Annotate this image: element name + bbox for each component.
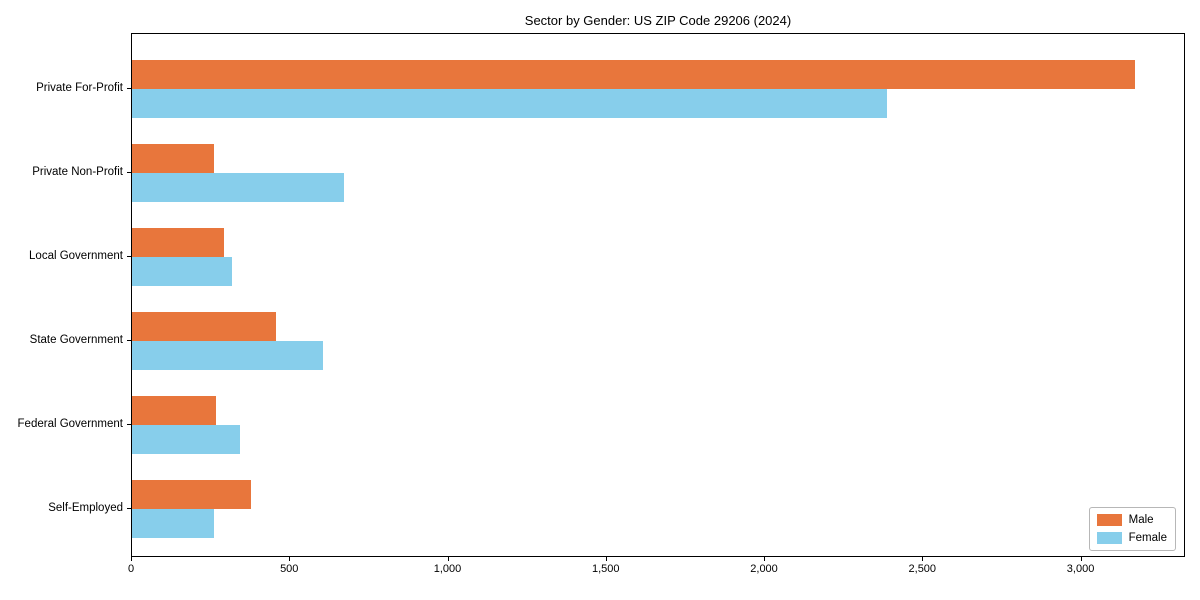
y-tick-label: Federal Government	[17, 418, 123, 430]
bar-male-5	[132, 480, 251, 509]
plot-area: Male Female	[131, 33, 1185, 557]
x-tick-label: 3,000	[1066, 563, 1095, 575]
bar-male-2	[132, 228, 224, 257]
y-tick-label: Self-Employed	[48, 502, 123, 514]
legend: Male Female	[1088, 507, 1176, 551]
x-tick-mark	[922, 557, 924, 561]
y-tick-mark	[127, 256, 131, 257]
legend-label-female: Female	[1128, 532, 1167, 544]
bar-female-1	[132, 173, 344, 202]
x-tick-label: 1,500	[592, 563, 620, 575]
y-tick-mark	[127, 508, 131, 509]
x-tick-mark	[605, 557, 607, 561]
bar-male-0	[132, 60, 1135, 89]
y-tick-mark	[127, 424, 131, 425]
y-tick-mark	[127, 340, 131, 341]
x-tick-label: 2,500	[908, 563, 937, 575]
bar-male-4	[132, 396, 216, 425]
x-tick-label: 1,000	[433, 563, 462, 575]
y-tick-label: State Government	[29, 334, 123, 346]
bar-male-3	[132, 312, 276, 341]
bar-female-5	[132, 509, 214, 538]
x-tick-mark	[289, 557, 291, 561]
x-tick-label: 500	[280, 563, 299, 575]
bar-female-4	[132, 425, 240, 454]
female-swatch	[1096, 532, 1122, 544]
bar-male-1	[132, 144, 214, 173]
y-tick-mark	[127, 88, 131, 89]
chart-title: Sector by Gender: US ZIP Code 29206 (202…	[524, 13, 792, 28]
male-swatch	[1096, 514, 1122, 526]
x-tick-label: 2,000	[750, 563, 778, 575]
x-tick-mark	[447, 557, 449, 561]
legend-item-female: Female	[1096, 532, 1167, 544]
x-tick-mark	[1080, 557, 1082, 561]
bar-female-2	[132, 257, 232, 286]
legend-label-male: Male	[1128, 514, 1154, 526]
y-tick-label: Private For-Profit	[36, 82, 123, 94]
y-tick-label: Private Non-Profit	[32, 166, 123, 178]
x-tick-mark	[764, 557, 766, 561]
legend-item-male: Male	[1096, 514, 1167, 526]
y-tick-mark	[127, 172, 131, 173]
bar-female-3	[132, 341, 323, 370]
x-tick-mark	[131, 557, 132, 561]
bar-female-0	[132, 89, 887, 118]
y-tick-label: Local Government	[29, 250, 123, 262]
x-tick-label: 0	[127, 563, 135, 575]
